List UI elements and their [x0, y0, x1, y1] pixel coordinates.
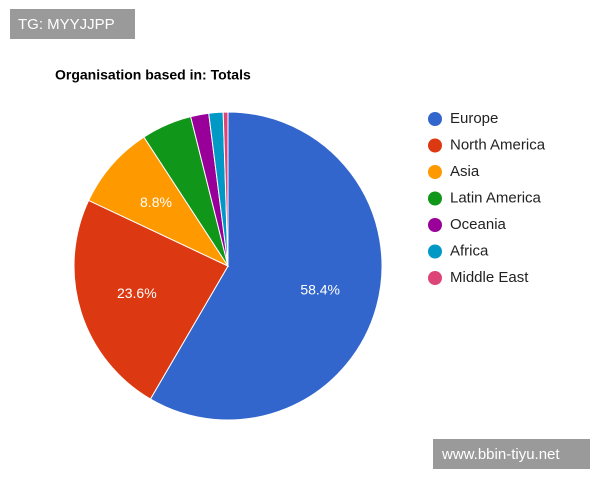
legend-label: Oceania [450, 216, 507, 233]
legend-marker [428, 138, 442, 153]
legend-marker [428, 271, 442, 285]
watermark-box [433, 439, 590, 469]
chart-title: Organisation based in: Totals [55, 67, 251, 83]
pie-slice [149, 111, 383, 421]
legend-marker [428, 244, 442, 259]
legend-label: Asia [450, 163, 480, 180]
pie-slice [87, 136, 230, 268]
watermark: www.bbin-tiyu.net [441, 446, 560, 463]
pie-slice [222, 111, 229, 267]
legend-marker [428, 112, 442, 126]
pie-slice [73, 199, 229, 400]
data-label: 58.4% [300, 282, 340, 298]
legend-marker [428, 165, 442, 179]
watermark: TG: MYYJJPP [18, 16, 115, 33]
data-label: 23.6% [117, 285, 157, 301]
legend-label: North America [450, 136, 546, 153]
watermark-box [10, 9, 135, 39]
data-label: 8.8% [140, 194, 172, 210]
legend-marker [428, 191, 442, 206]
legend-label: Latin America [450, 189, 542, 206]
legend-label: Africa [450, 242, 489, 259]
legend-label: Middle East [450, 269, 529, 286]
legend-label: Europe [450, 110, 498, 127]
legend-marker [428, 218, 442, 232]
